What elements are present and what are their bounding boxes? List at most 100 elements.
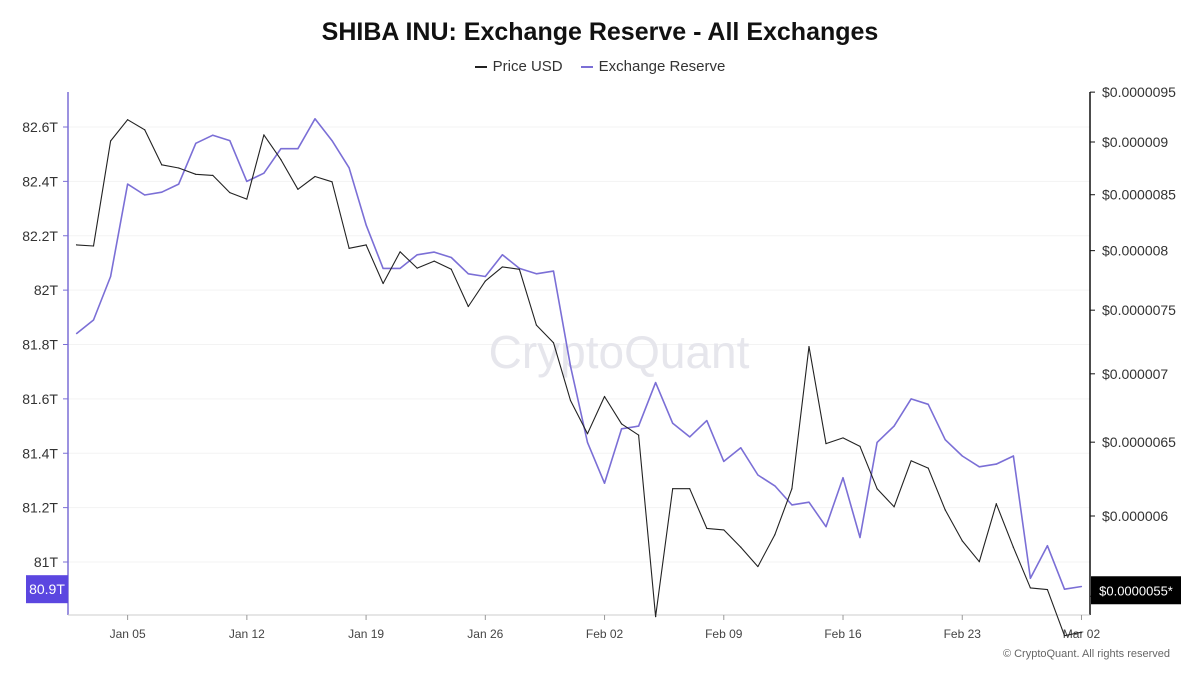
- price-usd-line-point: [791, 488, 793, 490]
- exchange-reserve-line-point: [569, 365, 572, 367]
- exchange-reserve-line-point: [552, 270, 555, 272]
- price-usd-line-point: [603, 395, 606, 398]
- price-usd-line-point: [535, 324, 538, 326]
- legend-item-reserve[interactable]: Exchange Reserve: [580, 58, 725, 75]
- exchange-reserve-line-point: [603, 482, 606, 484]
- price-usd-line-point: [365, 244, 367, 246]
- exchange-reserve-line-point: [842, 477, 844, 479]
- legend: Price USD Exchange Reserve: [0, 58, 1200, 75]
- price-usd-line-point: [706, 527, 708, 529]
- right-tick-label: $0.000006: [1102, 508, 1168, 524]
- left-tick-label: 81.8T: [22, 337, 58, 353]
- exchange-reserve-line-point: [382, 267, 384, 269]
- x-tick-label: Feb 16: [824, 627, 862, 641]
- price-usd-line-point: [586, 433, 589, 435]
- price-usd-line-point: [246, 198, 248, 200]
- price-usd-line-point: [961, 540, 963, 542]
- price-usd-line-point: [195, 173, 197, 175]
- price-usd-line-point: [144, 129, 146, 131]
- price-usd-line-point: [1029, 587, 1031, 589]
- right-current-badge: [1091, 576, 1181, 605]
- price-usd-line-point: [1012, 546, 1014, 548]
- price-usd-line-point: [927, 467, 929, 469]
- left-tick-label: 82.4T: [22, 173, 58, 189]
- legend-swatch-reserve: [580, 65, 593, 68]
- legend-swatch-price: [474, 65, 487, 68]
- right-tick-label: $0.0000075: [1102, 302, 1176, 318]
- price-usd-line-point: [1063, 635, 1066, 637]
- exchange-reserve-line: [76, 118, 1082, 591]
- left-tick-label: 81.4T: [22, 445, 58, 461]
- exchange-reserve-line-point: [484, 275, 486, 278]
- exchange-reserve-line-point: [195, 142, 197, 144]
- x-tick-label: Feb 23: [944, 627, 982, 641]
- price-usd-line-point: [825, 442, 827, 445]
- exchange-reserve-line-point: [161, 191, 163, 193]
- x-tick-label: Jan 12: [229, 627, 265, 641]
- price-usd-line-point: [552, 342, 555, 344]
- exchange-reserve-line-point: [672, 422, 674, 424]
- price-usd-line-point: [348, 247, 350, 249]
- price-usd-line-point: [944, 509, 946, 511]
- exchange-reserve-line-point: [331, 139, 333, 142]
- exchange-reserve-line-point: [501, 254, 503, 256]
- exchange-reserve-line-point: [92, 319, 95, 321]
- x-tick-label: Feb 02: [586, 627, 624, 641]
- exchange-reserve-line-point: [893, 425, 895, 427]
- right-tick-label: $0.0000085: [1102, 187, 1176, 203]
- price-usd-line-point: [808, 345, 810, 348]
- left-tick-label: 82T: [34, 282, 59, 298]
- price-usd-line-point: [467, 305, 469, 308]
- legend-item-price[interactable]: Price USD: [474, 58, 563, 75]
- exchange-reserve-line-point: [178, 183, 180, 185]
- price-usd-line-point: [484, 280, 486, 282]
- exchange-reserve-line-point: [314, 118, 316, 120]
- left-current-label: 80.9T: [29, 581, 65, 597]
- exchange-reserve-line-point: [1080, 585, 1083, 588]
- watermark-text: CryptoQuant: [489, 326, 750, 378]
- exchange-reserve-line-point: [280, 148, 282, 150]
- price-usd-line-point: [842, 437, 844, 439]
- price-usd-line-point: [280, 158, 282, 161]
- price-usd-line-point: [501, 266, 503, 268]
- right-tick-label: $0.0000095: [1102, 84, 1176, 100]
- price-usd-line-point: [995, 503, 997, 505]
- price-usd-line-point: [109, 140, 112, 142]
- right-tick-label: $0.000007: [1102, 366, 1168, 382]
- x-tick-label: Jan 19: [348, 627, 384, 641]
- exchange-reserve-line-point: [586, 441, 589, 443]
- exchange-reserve-line-point: [450, 256, 452, 259]
- price-usd-line-point: [638, 434, 640, 436]
- price-usd-line-point: [689, 488, 691, 490]
- exchange-reserve-line-point: [1063, 588, 1066, 590]
- price-usd-line-point: [416, 267, 418, 269]
- x-tick-label: Mar 02: [1063, 627, 1101, 641]
- exchange-reserve-line-point: [995, 463, 997, 465]
- exchange-reserve-line-point: [535, 273, 538, 275]
- price-usd-line-point: [620, 423, 623, 425]
- price-usd-line: [76, 119, 1082, 637]
- exchange-reserve-line-point: [944, 439, 946, 441]
- exchange-reserve-line-point: [297, 148, 299, 150]
- price-usd-line-point: [399, 251, 401, 253]
- price-usd-line-point: [229, 191, 231, 194]
- exchange-reserve-line-point: [876, 441, 878, 443]
- price-usd-line-point: [672, 488, 674, 490]
- exchange-reserve-line-point: [655, 381, 657, 384]
- exchange-reserve-line-point: [927, 403, 929, 405]
- price-usd-line-point: [161, 164, 163, 166]
- exchange-reserve-line-point: [467, 273, 469, 275]
- exchange-reserve-line-point: [1029, 577, 1031, 579]
- exchange-reserve-line-point: [399, 267, 401, 269]
- exchange-reserve-line-point: [757, 474, 759, 476]
- price-usd-line-point: [569, 399, 572, 402]
- exchange-reserve-line-point: [416, 254, 418, 256]
- price-usd-line-point: [75, 244, 78, 246]
- price-usd-line-point: [433, 260, 435, 262]
- price-usd-line-point: [910, 460, 912, 462]
- exchange-reserve-line-point: [910, 398, 912, 400]
- exchange-reserve-line-point: [246, 180, 248, 182]
- exchange-reserve-line-point: [1046, 545, 1049, 547]
- price-usd-line-point: [1080, 631, 1083, 633]
